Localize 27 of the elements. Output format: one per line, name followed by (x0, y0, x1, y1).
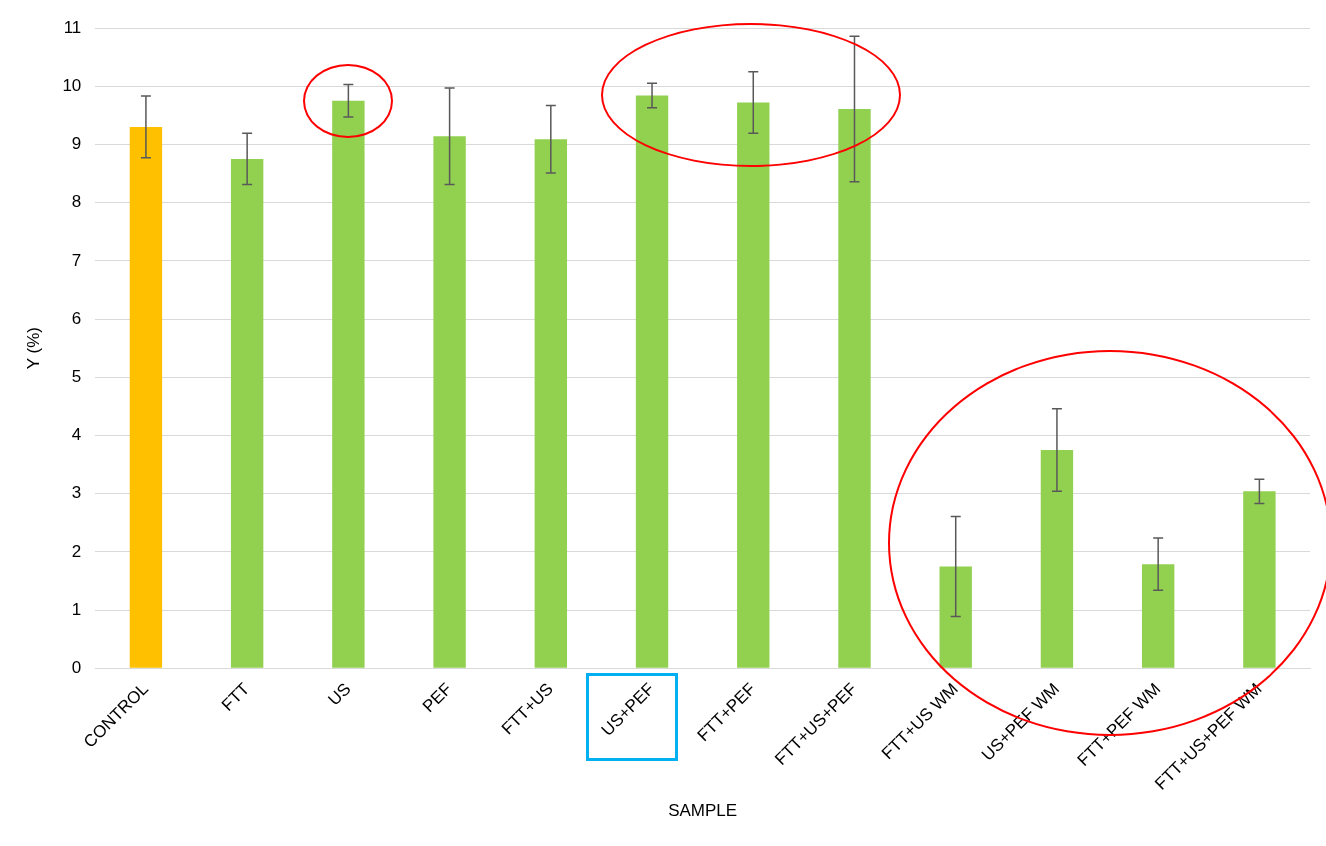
bar (534, 139, 568, 668)
bar (332, 100, 365, 668)
x-tick-label: US (324, 679, 355, 710)
bar (635, 95, 669, 668)
y-tick-label: 2 (71, 541, 82, 561)
y-tick-label: 7 (71, 250, 82, 270)
y-tick-label: 9 (71, 134, 82, 154)
y-tick-label: 10 (62, 75, 82, 95)
bar (230, 158, 264, 668)
y-tick-label: 11 (63, 17, 82, 37)
bar (1243, 491, 1276, 668)
bar (1040, 450, 1074, 668)
y-tick-label: 4 (71, 425, 82, 445)
y-axis-title: Y (%) (23, 327, 43, 370)
y-tick-label: 0 (71, 658, 82, 678)
bar (939, 566, 972, 668)
bar (1141, 564, 1175, 668)
x-axis-title: SAMPLE (668, 801, 738, 821)
y-tick-label: 3 (71, 483, 82, 503)
bar (838, 108, 871, 668)
y-tick-label: 8 (71, 192, 82, 212)
y-tick-label: 5 (71, 366, 82, 386)
bar (129, 126, 163, 668)
y-tick-label: 6 (71, 308, 82, 328)
bar (737, 102, 770, 668)
bar (433, 136, 466, 668)
y-tick-label: 1 (71, 599, 82, 619)
